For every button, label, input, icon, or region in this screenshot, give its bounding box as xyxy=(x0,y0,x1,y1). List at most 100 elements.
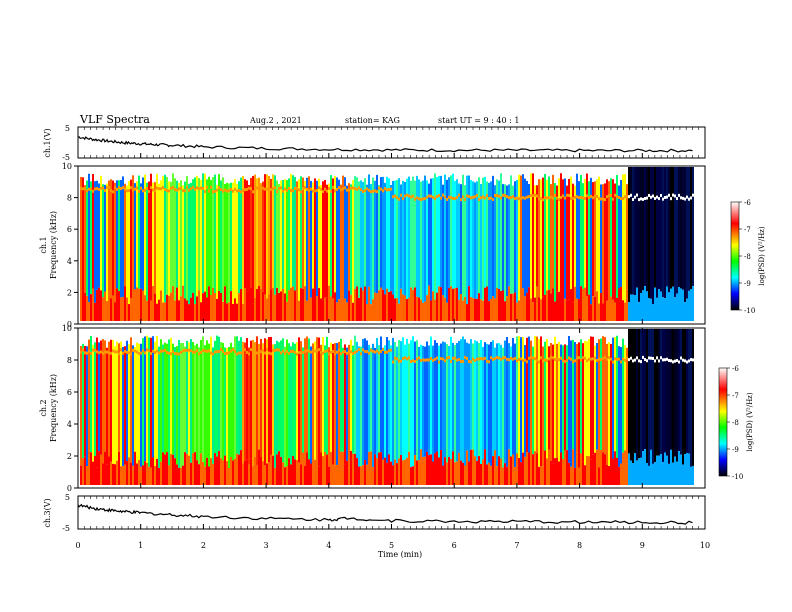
spectrogram-tone xyxy=(622,357,624,361)
spectrogram-lowband xyxy=(578,299,580,321)
spectrogram-tone xyxy=(560,356,562,360)
spectrogram-column xyxy=(258,177,260,287)
spectrogram-column xyxy=(382,347,384,460)
spectrogram-column xyxy=(678,167,680,288)
spectrogram-column xyxy=(416,340,418,461)
spectrogram-column xyxy=(196,343,198,461)
spectrogram-tone xyxy=(570,357,572,361)
spectrogram-column xyxy=(166,176,168,295)
spectrogram-column xyxy=(458,183,460,300)
spectrogram-column xyxy=(358,346,360,467)
spectrogram-tone xyxy=(684,197,686,201)
spectrogram-lowband xyxy=(204,466,206,485)
spectrogram-lowband xyxy=(310,463,312,485)
xtick-label: 3 xyxy=(264,541,269,550)
spectrogram-tone xyxy=(414,197,416,201)
spectrogram-column xyxy=(674,167,676,298)
spectrogram-column xyxy=(408,176,410,298)
spectrogram-tone xyxy=(316,349,318,353)
time-axis-ticks: 0 1 2 3 4 5 6 7 8 9 10 xyxy=(75,127,710,550)
spectrogram-column xyxy=(288,343,290,459)
spectrogram-lowband xyxy=(226,461,228,485)
spectrogram-lowband xyxy=(270,454,272,485)
spectrogram-column xyxy=(174,346,176,459)
spectrogram-tone xyxy=(570,196,572,200)
spectrogram-column xyxy=(184,181,186,299)
spectrogram-column xyxy=(118,343,120,452)
spectrogram-tone xyxy=(286,350,288,354)
spectrogram-column xyxy=(98,342,100,452)
spectrogram-column xyxy=(214,174,216,293)
spectrogram-tone xyxy=(182,349,184,353)
spectrogram-lowband xyxy=(336,464,338,485)
spectrogram-column xyxy=(464,185,466,297)
ytick-label: 0 xyxy=(67,484,72,493)
spectrogram-column xyxy=(484,176,486,288)
spectrogram-column xyxy=(400,341,402,456)
spectrogram-tone xyxy=(480,196,482,200)
xtick-label: 8 xyxy=(577,541,582,550)
spectrogram-tone xyxy=(470,196,472,200)
spectrogram-tone xyxy=(172,350,174,354)
spectrogram-column xyxy=(226,182,228,304)
spectrogram-lowband xyxy=(660,454,662,485)
spectrogram-lowband xyxy=(328,466,330,485)
spectrogram-tone xyxy=(82,187,84,191)
spectrogram-lowband xyxy=(232,303,234,321)
spectrogram-column xyxy=(452,342,454,452)
spectrogram-tone xyxy=(138,352,140,356)
spectrogram-lowband xyxy=(400,455,402,485)
spectrogram-column xyxy=(672,167,674,287)
spectrogram-column xyxy=(158,346,160,468)
spectrogram-lowband xyxy=(496,287,498,321)
ch3-voltage-panel: 5 -5 ch.3(V) xyxy=(43,493,706,533)
spectrogram-tone xyxy=(348,188,350,192)
spectrogram-column xyxy=(188,342,190,456)
spectrogram-column xyxy=(104,340,106,452)
spectrogram-column xyxy=(474,182,476,299)
spectrogram-tone xyxy=(526,360,528,364)
spectrogram-column xyxy=(600,184,602,294)
spectrogram-column xyxy=(674,329,676,457)
spectrogram-tone xyxy=(438,194,440,198)
spectrogram-column xyxy=(548,176,550,290)
spectrogram-column xyxy=(212,347,214,464)
spectrogram-column xyxy=(104,184,106,292)
spectrogram-tone xyxy=(148,349,150,353)
spectrogram-lowband xyxy=(614,302,616,321)
spectrogram-column xyxy=(270,178,272,290)
spectrogram-column xyxy=(356,341,358,459)
spectrogram-column xyxy=(216,335,218,457)
spectrogram-column xyxy=(96,180,98,290)
spectrogram-lowband xyxy=(344,464,346,485)
spectrogram-column xyxy=(622,338,624,453)
spectrogram-tone xyxy=(674,194,676,198)
spectrogram-column xyxy=(336,343,338,465)
spectrogram-tone xyxy=(444,359,446,363)
spectrogram-lowband xyxy=(196,296,198,321)
spectrogram-lowband xyxy=(586,296,588,321)
spectrogram-column xyxy=(142,177,144,291)
spectrogram-tone xyxy=(198,352,200,356)
spectrogram-tone xyxy=(606,357,608,361)
spectrogram-column xyxy=(630,329,632,461)
spectrogram-tone xyxy=(146,186,148,190)
spectrogram-lowband xyxy=(574,467,576,485)
colorbar-tick-label: -10 xyxy=(744,307,755,315)
spectrogram-tone xyxy=(654,196,656,200)
spectrogram-column xyxy=(342,175,344,295)
spectrogram-column xyxy=(622,174,624,301)
spectrogram-column xyxy=(598,176,600,304)
spectrogram-column xyxy=(458,340,460,453)
spectrogram-lowband xyxy=(514,467,516,485)
spectrogram-lowband xyxy=(340,451,342,485)
spectrogram-lowband xyxy=(200,453,202,485)
spectrogram-tone xyxy=(194,350,196,354)
spectrogram-lowband xyxy=(116,460,118,485)
spectrogram-lowband xyxy=(474,298,476,321)
spectrogram-tone xyxy=(596,359,598,363)
spectrogram-column xyxy=(460,184,462,295)
spectrogram-lowband xyxy=(438,457,440,485)
spectrogram-column xyxy=(652,167,654,305)
spectrogram-tone xyxy=(336,350,338,354)
